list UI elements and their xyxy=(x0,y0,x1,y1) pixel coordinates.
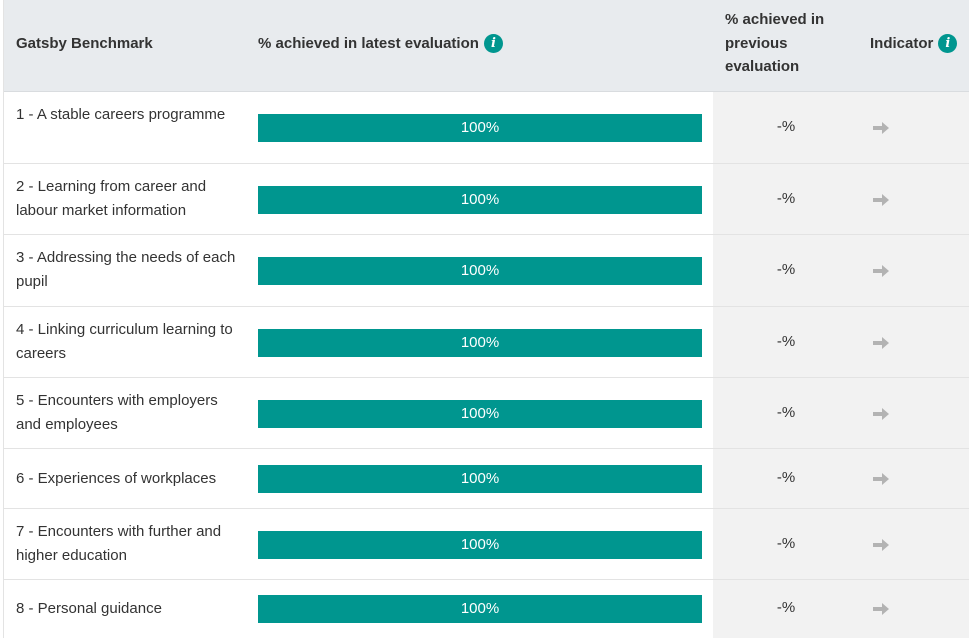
benchmark-label: 2 - Learning from career and labour mark… xyxy=(16,178,207,219)
progress-bar-value: 100% xyxy=(460,600,500,617)
previous-value: -% xyxy=(776,190,796,207)
progress-bar: 100% xyxy=(258,114,702,142)
table-row: 4 - Linking curriculum learning to caree… xyxy=(4,307,969,378)
progress-bar: 100% xyxy=(258,257,702,285)
arrow-right-icon xyxy=(873,539,889,551)
progress-bar-fill xyxy=(258,465,702,493)
header-benchmark: Gatsby Benchmark xyxy=(16,35,153,52)
table-row: 2 - Learning from career and labour mark… xyxy=(4,164,969,235)
progress-bar-value: 100% xyxy=(460,536,500,553)
arrow-right-icon xyxy=(873,408,889,420)
progress-bar-fill xyxy=(258,186,702,214)
progress-bar-value: 100% xyxy=(460,405,500,422)
progress-bar-fill xyxy=(258,114,702,142)
previous-value: -% xyxy=(776,261,796,278)
progress-bar-fill xyxy=(258,329,702,357)
benchmark-label: 3 - Addressing the needs of each pupil xyxy=(16,249,236,290)
arrow-right-icon xyxy=(873,265,889,277)
benchmark-label: 5 - Encounters with employers and employ… xyxy=(16,392,218,433)
table-row: 8 - Personal guidance 100% -% xyxy=(4,580,969,638)
arrow-right-icon xyxy=(873,473,889,485)
header-indicator: Indicator i xyxy=(870,32,958,56)
arrow-right-icon xyxy=(873,194,889,206)
progress-bar: 100% xyxy=(258,186,702,214)
arrow-right-icon xyxy=(873,337,889,349)
table-row: 6 - Experiences of workplaces 100% -% xyxy=(4,449,969,509)
previous-value: -% xyxy=(776,404,796,421)
header-indicator-label: Indicator xyxy=(870,35,934,52)
benchmark-label: 4 - Linking curriculum learning to caree… xyxy=(16,321,233,362)
benchmark-label: 8 - Personal guidance xyxy=(16,600,162,617)
benchmark-label: 6 - Experiences of workplaces xyxy=(16,470,217,487)
info-icon[interactable]: i xyxy=(938,34,958,54)
gatsby-benchmark-table: Gatsby Benchmark % achieved in latest ev… xyxy=(3,0,969,638)
previous-value: -% xyxy=(776,599,796,616)
table-row: 1 - A stable careers programme 100% -% xyxy=(4,92,969,164)
arrow-right-icon xyxy=(873,603,889,615)
info-icon[interactable]: i xyxy=(483,34,503,54)
benchmark-label: 7 - Encounters with further and higher e… xyxy=(16,523,222,564)
table-row: 7 - Encounters with further and higher e… xyxy=(4,509,969,580)
progress-bar-fill xyxy=(258,595,702,623)
benchmark-label: 1 - A stable careers programme xyxy=(16,106,226,123)
progress-bar: 100% xyxy=(258,329,702,357)
table-row: 3 - Addressing the needs of each pupil 10… xyxy=(4,235,969,307)
progress-bar-fill xyxy=(258,400,702,428)
header-latest-label: % achieved in latest evaluation xyxy=(258,35,479,52)
progress-bar: 100% xyxy=(258,531,702,559)
previous-value: -% xyxy=(776,118,796,135)
header-latest: % achieved in latest evaluation i xyxy=(258,32,503,56)
previous-value: -% xyxy=(776,469,796,486)
previous-value: -% xyxy=(776,333,796,350)
progress-bar-value: 100% xyxy=(460,191,500,208)
table-header: Gatsby Benchmark % achieved in latest ev… xyxy=(4,0,969,92)
progress-bar-value: 100% xyxy=(460,470,500,487)
progress-bar: 100% xyxy=(258,465,702,493)
previous-value: -% xyxy=(776,535,796,552)
table-row: 5 - Encounters with employers and employ… xyxy=(4,378,969,449)
header-previous: % achieved in previous evaluation xyxy=(725,11,825,75)
previous-column-background xyxy=(713,92,969,638)
progress-bar-value: 100% xyxy=(460,334,500,351)
progress-bar-fill xyxy=(258,257,702,285)
progress-bar-value: 100% xyxy=(460,119,500,136)
progress-bar-value: 100% xyxy=(460,262,500,279)
progress-bar: 100% xyxy=(258,595,702,623)
arrow-right-icon xyxy=(873,122,889,134)
progress-bar-fill xyxy=(258,531,702,559)
progress-bar: 100% xyxy=(258,400,702,428)
